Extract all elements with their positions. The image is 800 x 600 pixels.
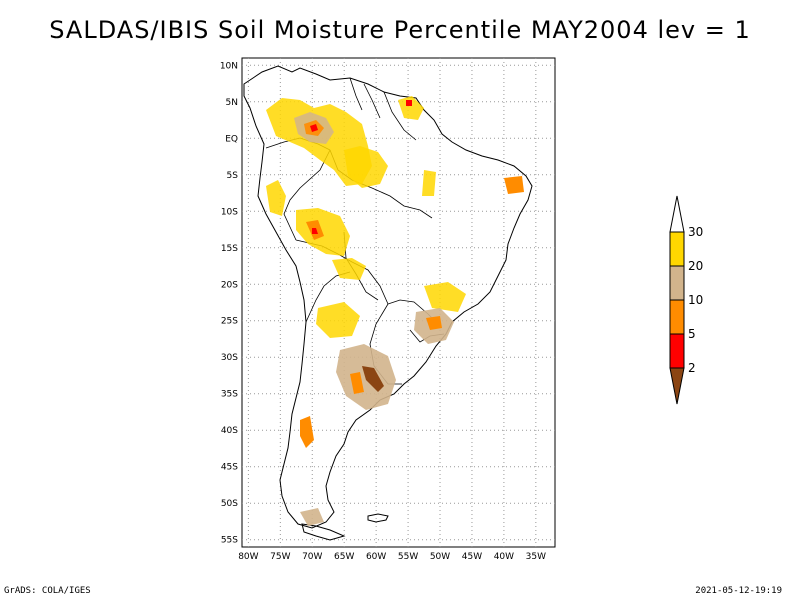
shade-east-brazil-gold [422, 170, 436, 196]
legend-label: 2 [688, 361, 696, 375]
shade-ne-brazil-orange [504, 176, 524, 194]
lat-tick-label: 35S [221, 390, 238, 400]
shade-peru-red [312, 228, 318, 234]
shade-pampas-brown [362, 366, 384, 392]
lat-tick-label: 15S [221, 244, 238, 254]
lon-tick-label: 65W [334, 552, 354, 562]
lat-tick-label: 5S [227, 171, 239, 181]
soil-moisture-shading [266, 96, 524, 526]
lon-tick-label: 50W [430, 552, 450, 562]
legend-swatch [669, 333, 685, 369]
lon-tick-label: 55W [398, 552, 418, 562]
falkland-islands [367, 513, 389, 523]
shade-guiana-red [406, 100, 412, 106]
shade-guiana-gold [398, 96, 424, 120]
shade-chaco-gold [332, 258, 366, 280]
map-title: SALDAS/IBIS Soil Moisture Percentile MAY… [49, 16, 751, 44]
legend-swatch [669, 265, 685, 301]
shade-mendoza-gold [316, 302, 360, 338]
legend-label: 30 [688, 225, 703, 239]
legend-label: 10 [688, 293, 703, 307]
lon-tick-label: 45W [462, 552, 482, 562]
tierra-del-fuego [301, 523, 346, 541]
lon-tick-label: 75W [270, 552, 290, 562]
lon-tick-label: 60W [366, 552, 386, 562]
shade-tierra-tan [300, 508, 324, 526]
legend-label: 5 [688, 327, 696, 341]
shade-west-gold [266, 180, 286, 216]
axis-labels: 10N 5N EQ 5S 10S 15S 20S 25S 30S 35S 40S 45S 50S 55S8… [220, 61, 546, 562]
color-legend: 2 5 10 20 30 [669, 195, 703, 405]
footer-timestamp: 2021-05-12-19:19 [695, 586, 782, 596]
shade-amazon-gold [344, 146, 388, 188]
lat-tick-label: 50S [221, 499, 238, 509]
lon-tick-label: 35W [526, 552, 546, 562]
shade-peru-gold [296, 208, 350, 256]
shade-north-red [310, 124, 318, 132]
lat-tick-label: EQ [225, 134, 238, 144]
legend-swatch [669, 231, 685, 267]
lat-tick-label: 5N [226, 98, 238, 108]
shade-patagonia-orange [300, 416, 314, 448]
legend-swatch-above-30 [669, 195, 685, 233]
legend-label: 20 [688, 259, 703, 273]
lat-tick-label: 25S [221, 317, 238, 327]
lat-tick-label: 30S [221, 353, 238, 363]
shade-paraguay-gold [424, 282, 466, 312]
lon-tick-label: 80W [238, 552, 258, 562]
shade-south-brazil-orange [426, 316, 442, 330]
legend-swatch-below-2 [669, 367, 685, 405]
lat-tick-label: 10S [221, 207, 238, 217]
lat-tick-label: 40S [221, 426, 238, 436]
footer-credit: GrADS: COLA/IGES [4, 586, 91, 596]
lat-tick-label: 45S [221, 463, 238, 473]
lat-tick-label: 55S [221, 536, 238, 546]
plot-frame [241, 57, 556, 548]
gridlines [242, 58, 555, 547]
lat-tick-label: 10N [220, 61, 238, 71]
legend-swatch [669, 299, 685, 335]
lon-tick-label: 70W [302, 552, 322, 562]
shade-pampas-orange [350, 372, 364, 394]
lat-tick-label: 20S [221, 280, 238, 290]
lon-tick-label: 40W [494, 552, 514, 562]
